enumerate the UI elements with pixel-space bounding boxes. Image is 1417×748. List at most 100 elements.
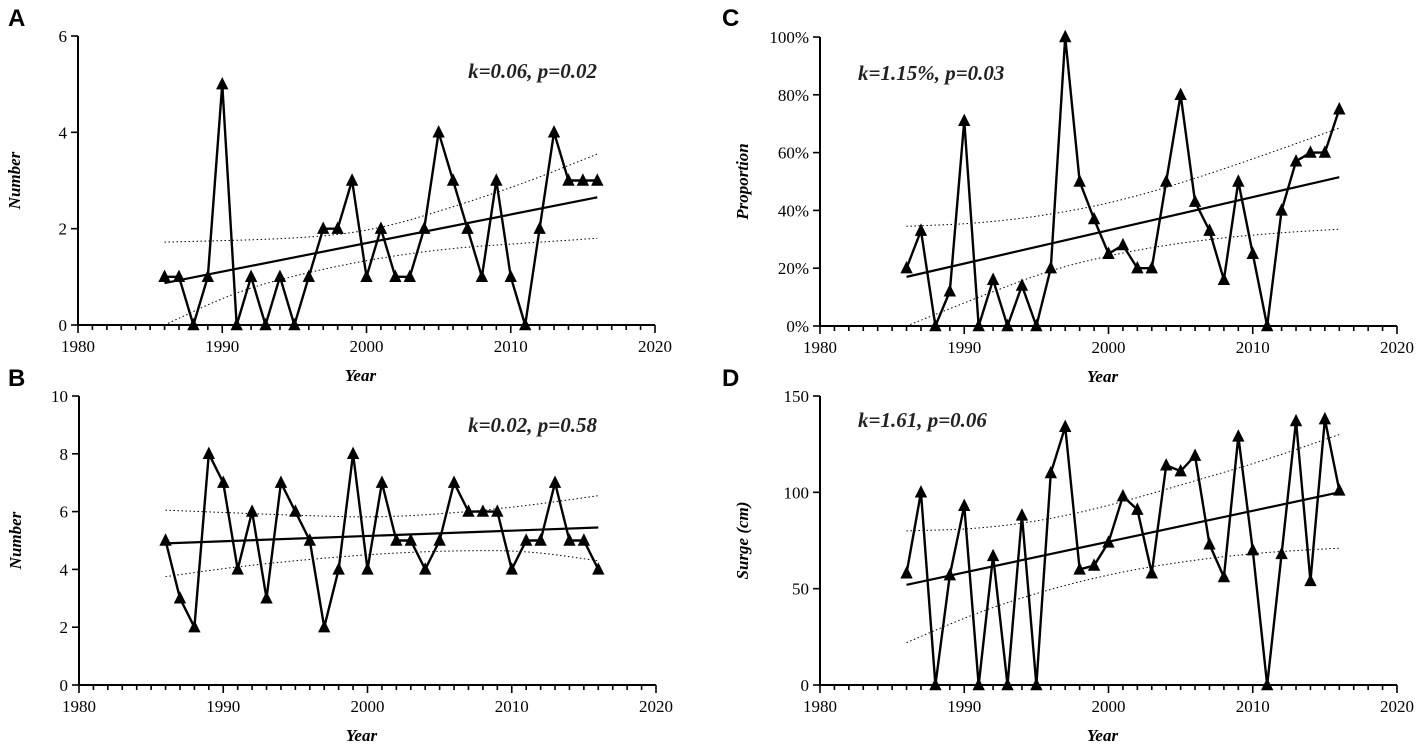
y-tick-label: 100	[784, 483, 810, 502]
panel-letter: C	[722, 5, 739, 32]
data-point	[1015, 278, 1029, 291]
data-point	[173, 591, 187, 604]
data-point	[929, 318, 942, 332]
data-point	[943, 567, 957, 581]
data-point	[273, 269, 287, 283]
data-point	[461, 221, 474, 234]
data-point	[201, 269, 215, 283]
data-point	[591, 173, 604, 186]
data-point	[274, 475, 288, 488]
panel-d: D 1980 1990 2000 2010 2020 0 50 100 150 Year Surge …	[722, 365, 1414, 745]
y-tick-label: 0	[60, 676, 69, 695]
y-tick-label: 150	[784, 387, 810, 406]
data-point	[1318, 411, 1332, 425]
x-axis-label: Year	[1087, 726, 1119, 745]
data-point	[1044, 261, 1057, 274]
data-point	[289, 504, 302, 517]
data-point	[462, 504, 475, 517]
data-point	[1087, 558, 1101, 571]
trend-line	[906, 176, 1340, 278]
data-point	[446, 173, 460, 186]
x-axis-label: Year	[1087, 367, 1119, 386]
data-point	[187, 317, 200, 331]
data-point	[1030, 318, 1043, 332]
data-point	[1289, 413, 1303, 427]
data-point	[244, 269, 258, 283]
x-axis-label: Year	[346, 726, 378, 745]
data-point	[317, 221, 330, 234]
data-point	[1145, 566, 1158, 579]
data-point	[1174, 87, 1187, 100]
x-tick-label: 2020	[1380, 338, 1414, 357]
data-point	[1145, 261, 1158, 274]
data-point	[1174, 463, 1187, 477]
data-point	[332, 562, 345, 575]
x-tick-label: 2000	[1092, 697, 1126, 716]
panel-letter: D	[722, 365, 739, 392]
y-tick-label: 100%	[769, 28, 809, 47]
data-point	[1059, 419, 1072, 433]
x-tick-label: 1980	[62, 697, 96, 716]
data-point	[1001, 677, 1014, 691]
data-point	[432, 125, 445, 138]
x-tick-label: 1990	[947, 338, 981, 357]
data-point	[418, 221, 431, 234]
data-point	[188, 620, 201, 633]
data-point	[1232, 429, 1245, 442]
x-tick-label: 2010	[495, 697, 529, 716]
data-point	[1116, 488, 1130, 502]
data-point	[900, 261, 913, 274]
y-tick-label: 50	[792, 580, 809, 599]
data-point	[972, 318, 985, 332]
data-point	[390, 533, 403, 546]
data-point	[1203, 537, 1216, 550]
x-tick-label: 2000	[351, 697, 385, 716]
data-point	[1260, 677, 1274, 691]
data-point	[1131, 502, 1144, 515]
data-point	[1073, 562, 1086, 575]
series-line	[164, 84, 598, 330]
data-point	[577, 533, 591, 546]
stats-annotation: k=0.06, p=0.02	[468, 59, 597, 83]
data-point	[245, 504, 259, 517]
data-point	[504, 269, 517, 283]
data-point	[592, 562, 605, 575]
data-point	[1188, 448, 1202, 461]
data-point	[1333, 102, 1346, 115]
data-point	[1030, 677, 1043, 691]
data-point	[1289, 154, 1303, 167]
data-point	[1232, 174, 1245, 187]
y-tick-label: 0	[801, 676, 810, 695]
data-point	[288, 317, 301, 331]
x-tick-label: 2010	[1236, 697, 1270, 716]
data-point	[259, 317, 272, 331]
data-point	[490, 173, 503, 186]
data-point	[318, 620, 331, 633]
y-tick-label: 2	[60, 618, 69, 637]
data-point	[475, 269, 489, 283]
data-point	[518, 317, 532, 331]
data-point	[1131, 261, 1144, 274]
x-axis-label: Year	[345, 366, 377, 385]
panel-a: A 1980 1990 2000 2010 2020 0 2 4 6 Year Number k=0.0…	[5, 5, 672, 385]
confidence-lower	[164, 237, 598, 326]
data-point	[900, 566, 913, 579]
data-point	[303, 533, 316, 546]
data-point	[1015, 508, 1029, 521]
stats-annotation: k=1.15%, p=0.03	[858, 61, 1004, 85]
data-point	[216, 76, 229, 90]
data-point	[1116, 237, 1130, 251]
confidence-lower	[165, 550, 599, 578]
panel-letter: A	[8, 5, 25, 32]
data-point	[346, 446, 360, 459]
data-point	[375, 475, 389, 488]
data-point	[230, 317, 243, 331]
data-point	[1073, 174, 1086, 187]
data-point	[986, 548, 1000, 562]
data-point	[1275, 203, 1288, 216]
trend-line	[906, 491, 1340, 586]
y-tick-label: 20%	[778, 259, 809, 278]
data-point	[1304, 145, 1317, 158]
data-point	[1160, 458, 1173, 471]
data-point	[433, 533, 446, 546]
